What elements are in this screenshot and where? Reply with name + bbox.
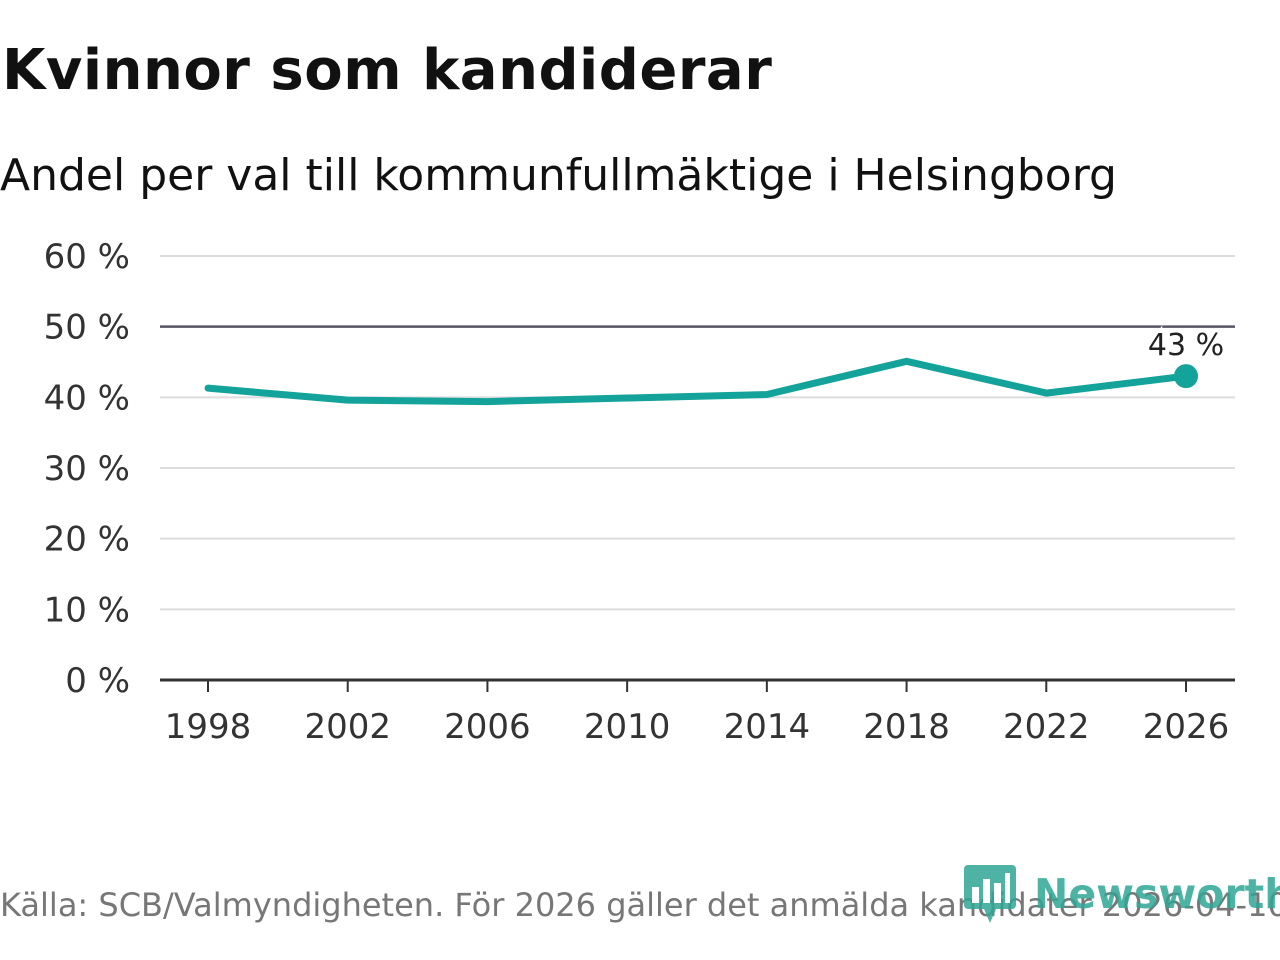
x-tick-label: 2006 [444, 707, 531, 747]
x-tick-label: 2014 [724, 707, 811, 747]
x-tick-label: 2018 [863, 707, 950, 747]
y-tick-label: 40 % [44, 378, 130, 418]
x-tick-label: 2002 [304, 707, 391, 747]
grid-layer [160, 255, 1235, 611]
x-tick-label: 1998 [165, 707, 252, 747]
y-tick-label: 30 % [44, 449, 130, 489]
x-tick-label: 2026 [1143, 707, 1230, 747]
y-tick-label: 60 % [44, 237, 130, 277]
x-tick-label: 2010 [584, 707, 671, 747]
chart-subtitle: Andel per val till kommunfullmäktige i H… [0, 150, 1117, 201]
y-tick-label: 50 % [44, 308, 130, 348]
y-tick-label: 20 % [44, 520, 130, 560]
x-tick-label: 2022 [1003, 707, 1090, 747]
source-note: Källa: SCB/Valmyndigheten. För 2026 gäll… [0, 886, 1280, 924]
y-tick-label: 0 % [65, 661, 130, 701]
bar-chart-logo-icon [964, 865, 1016, 923]
chart-title: Kvinnor som kandiderar [2, 38, 773, 103]
last-value-label: 43 % [1148, 328, 1224, 363]
brand-name: Newsworthy [1034, 870, 1280, 918]
series-line [204, 357, 1190, 406]
brand-logo: Newsworthy [964, 864, 1280, 924]
last-value-point [1174, 364, 1198, 389]
label-layer: 43 % [1145, 325, 1227, 366]
series-layer [204, 357, 1198, 406]
axis-layer: 0 % 10 % 20 % 30 % 40 % 50 % 60 % 1998 2002 2006 2… [44, 237, 1235, 747]
y-tick-label: 10 % [44, 590, 130, 630]
